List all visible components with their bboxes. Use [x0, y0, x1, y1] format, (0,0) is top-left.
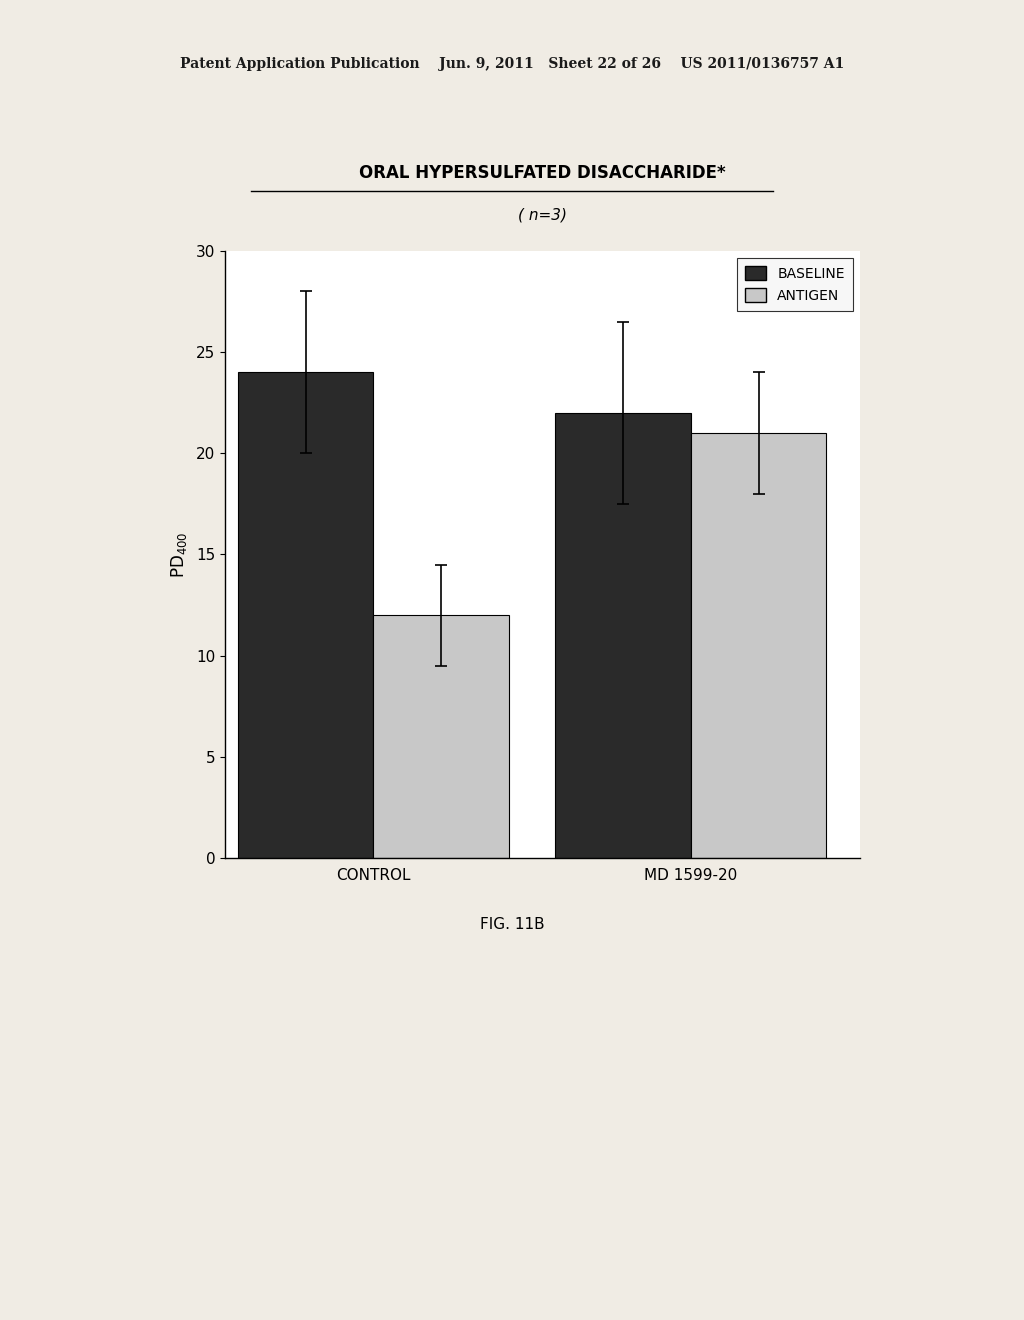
- Y-axis label: PD$_{400}$: PD$_{400}$: [169, 531, 189, 578]
- Bar: [691, 433, 826, 858]
- Text: ORAL HYPERSULFATED DISACCHARIDE*: ORAL HYPERSULFATED DISACCHARIDE*: [359, 164, 726, 182]
- Text: ( n=3): ( n=3): [518, 207, 567, 222]
- Bar: [555, 413, 691, 858]
- Bar: [238, 372, 374, 858]
- Bar: [374, 615, 509, 858]
- Text: Patent Application Publication    Jun. 9, 2011   Sheet 22 of 26    US 2011/01367: Patent Application Publication Jun. 9, 2…: [180, 57, 844, 71]
- Legend: BASELINE, ANTIGEN: BASELINE, ANTIGEN: [737, 257, 853, 312]
- Text: FIG. 11B: FIG. 11B: [479, 917, 545, 932]
